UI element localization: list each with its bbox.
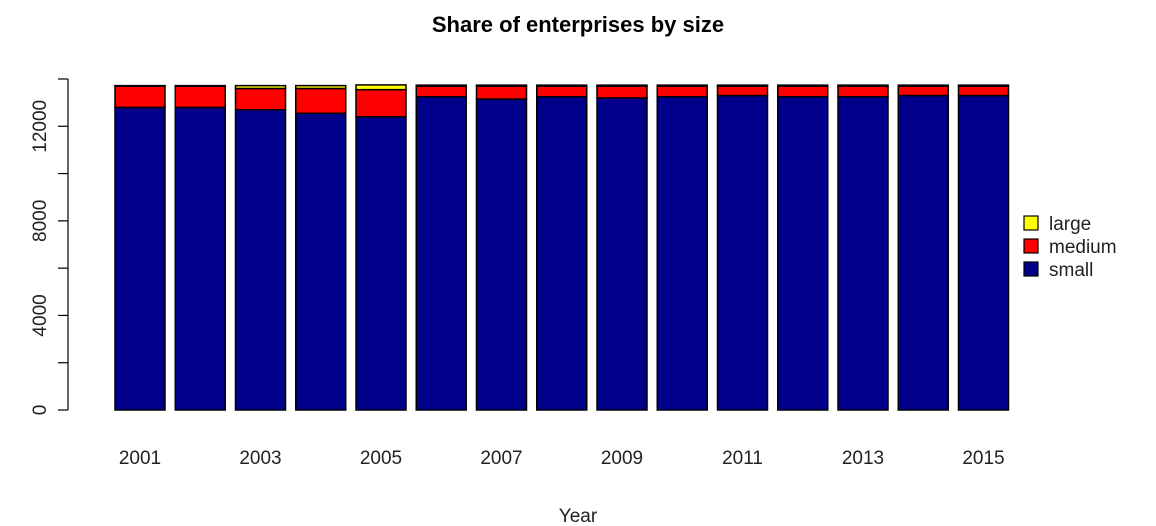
bar-medium-2013 [837,85,889,98]
bar-small-2003 [234,108,287,411]
chart-title: Share of enterprises by size [432,12,724,37]
x-tick-label: 2015 [962,448,1004,469]
bar-large-2006 [415,84,467,87]
bar-small-2004 [295,112,347,411]
x-axis: 2001 2003 2005 2007 2009 2011 2013 2015 [119,448,1005,469]
bar-small-2012 [777,95,829,411]
bar-medium-2005 [355,88,407,118]
bar-small-2001 [114,106,166,411]
bar-medium-2014 [897,85,949,97]
legend-swatch-large [1023,215,1039,231]
bar-medium-2008 [536,85,588,98]
x-tick-label: 2009 [601,448,643,469]
y-tick-label: 8000 [30,200,51,242]
bar-medium-2004 [295,87,347,115]
bar-large-2015 [957,84,1010,87]
y-tick-label: 4000 [30,294,51,336]
bar-small-2009 [596,97,648,411]
bar-large-2010 [656,84,708,87]
bar-medium-2006 [415,85,467,98]
bar-medium-2003 [234,87,287,111]
bar-medium-2015 [957,85,1010,97]
x-tick-label: 2001 [119,448,161,469]
bars-group [114,84,1010,411]
bar-large-2013 [837,84,889,87]
bar-medium-2002 [174,85,226,109]
bar-large-2007 [475,84,528,87]
y-tick-label: 0 [30,405,51,416]
x-tick-label: 2005 [360,448,402,469]
bar-medium-2009 [596,85,648,99]
bar-large-2011 [716,84,769,87]
bar-small-2015 [957,94,1010,411]
bar-small-2008 [536,95,588,411]
bar-large-2009 [596,84,648,87]
x-tick-label: 2013 [842,448,884,469]
x-tick-label: 2003 [239,448,281,469]
bar-small-2006 [415,95,467,411]
bar-medium-2010 [656,85,708,98]
x-tick-label: 2007 [480,448,522,469]
y-axis: 0 4000 8000 12000 [30,78,69,416]
bar-large-2004 [295,84,347,90]
bar-large-2014 [897,84,949,87]
bar-small-2002 [174,106,226,411]
bar-small-2014 [897,94,949,411]
legend-swatch-small [1023,261,1039,277]
bar-large-2008 [536,84,588,87]
bar-large-2012 [777,84,829,87]
bar-medium-2001 [114,85,166,109]
bar-small-2007 [475,98,528,411]
legend-label-medium: medium [1049,237,1117,258]
legend-label-large: large [1049,214,1091,235]
bar-small-2013 [837,95,889,411]
bar-large-2003 [234,84,287,90]
bar-small-2005 [355,116,407,411]
x-tick-label: 2011 [722,448,763,469]
bar-small-2010 [656,95,708,411]
x-axis-label: Year [559,506,598,526]
bar-large-2005 [355,84,407,91]
y-tick-label: 12000 [30,100,51,153]
legend-swatch-medium [1023,238,1039,254]
bar-medium-2007 [475,85,528,100]
bar-medium-2011 [716,85,769,97]
legend-label-small: small [1049,260,1093,281]
bar-medium-2012 [777,85,829,98]
bar-small-2011 [716,94,769,411]
